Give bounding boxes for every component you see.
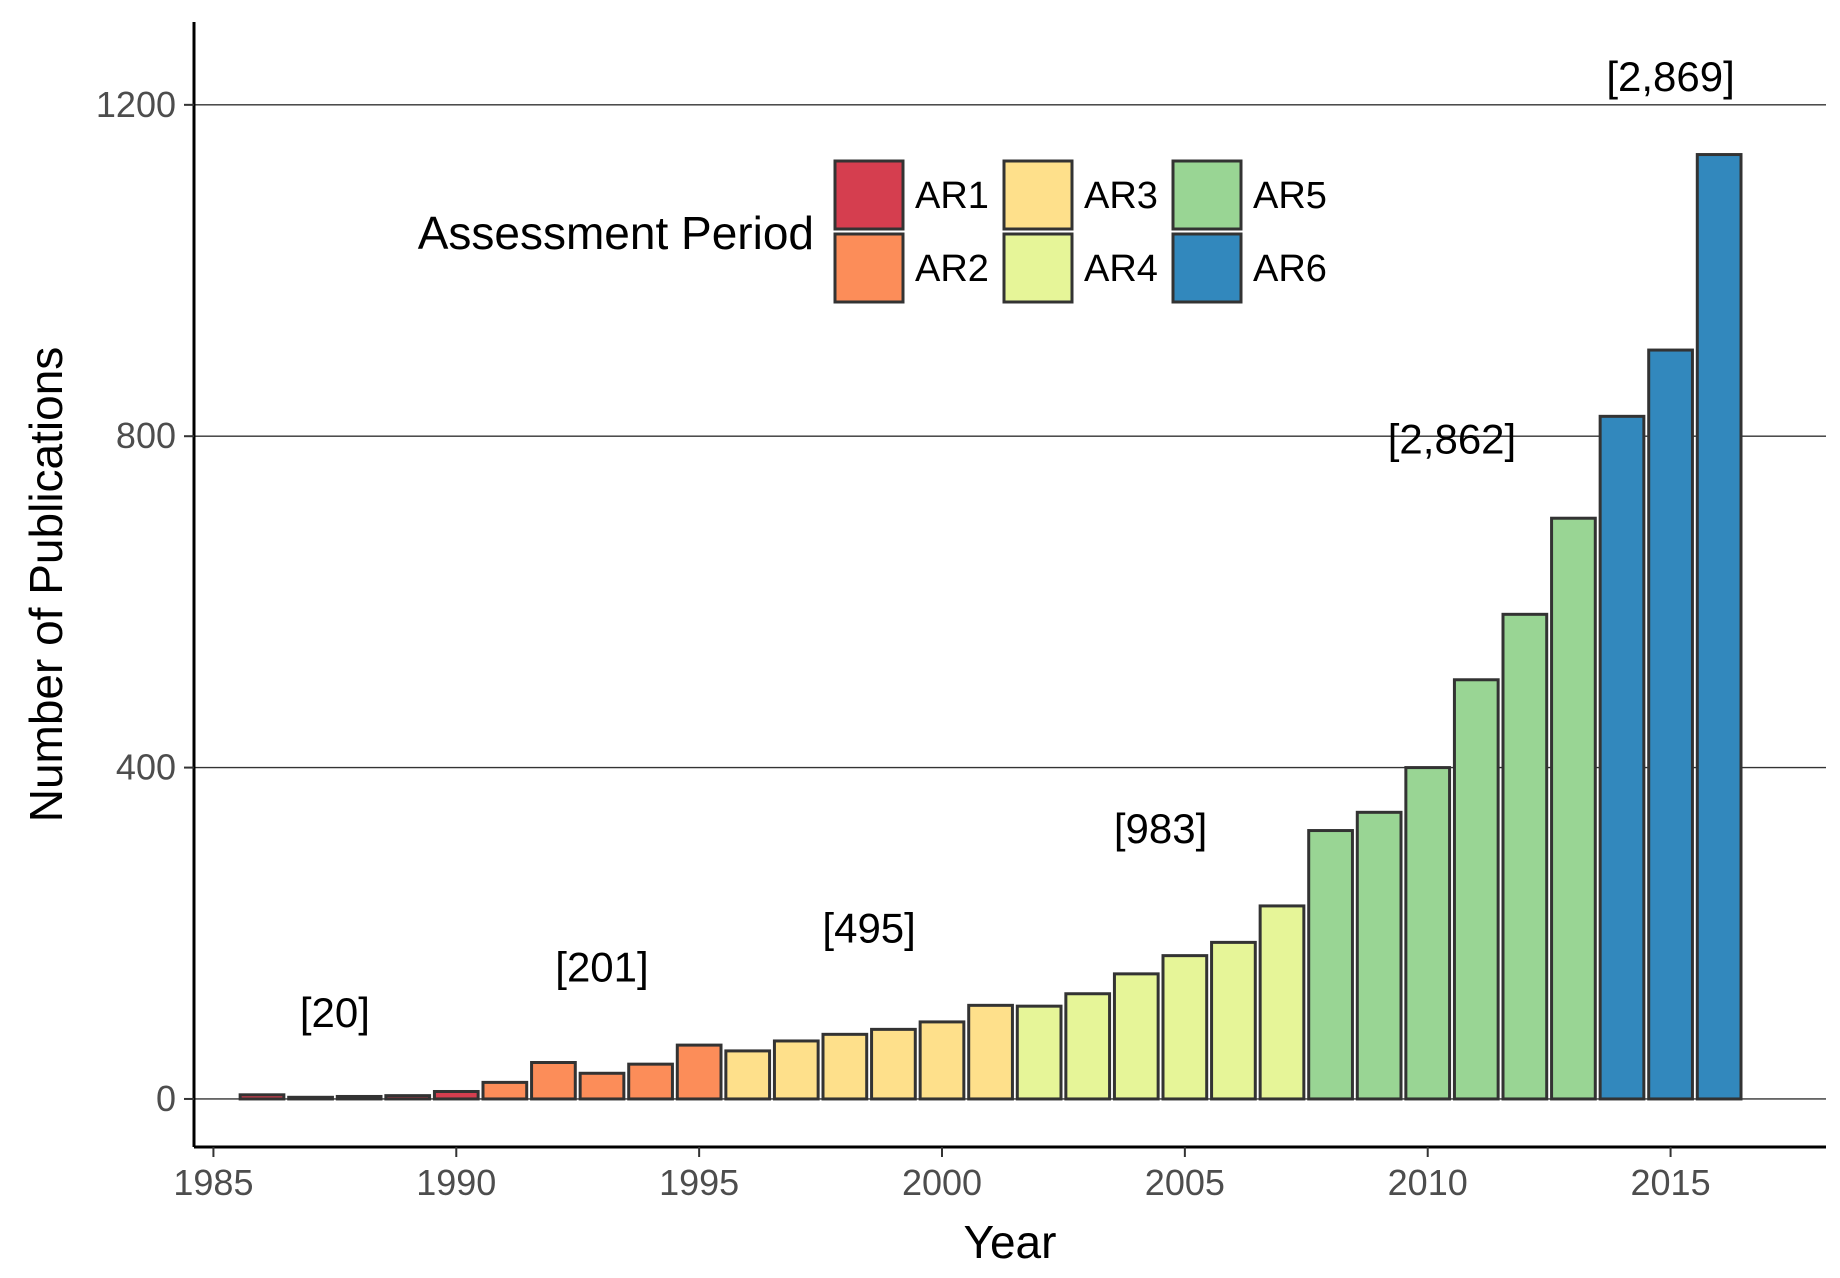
bar-1990 [432,1089,480,1101]
bar-1999 [870,1027,917,1101]
bar-1995 [675,1043,723,1101]
bar-1987 [287,1095,334,1101]
bar-1996 [724,1049,772,1101]
bar-1989 [384,1094,432,1101]
x-tick-label-5: 2010 [1388,1162,1468,1203]
bar-1991 [481,1080,529,1101]
legend-key-ar5 [1171,159,1243,231]
legend-key-ar4 [1002,232,1074,304]
legend-items: AR1 AR2 AR3 AR4 AR5 AR6 [833,159,1327,304]
x-tick-label-1: 1990 [416,1162,496,1203]
x-tick-label-3: 2000 [902,1162,982,1203]
legend: Assessment Period AR1 AR2 AR3 AR4 AR5 AR6 [418,159,1327,304]
axes [192,22,1826,1149]
legend-key-ar6 [1171,232,1243,304]
bar-1997 [772,1039,820,1101]
bar-1988 [335,1094,383,1101]
legend-label-ar2: AR2 [915,248,989,290]
bar-2012 [1501,612,1549,1101]
bar-2014 [1598,414,1646,1101]
bar-2010 [1404,766,1452,1101]
bar-2000 [918,1020,966,1101]
x-axis-title: Year [964,1216,1057,1268]
x-tick-label-6: 2015 [1631,1162,1711,1203]
bar-1992 [530,1061,577,1101]
bar-1993 [578,1071,626,1101]
x-tick-label-4: 2005 [1145,1162,1225,1203]
bar-2016 [1695,153,1743,1101]
annotation-5: [2,869] [1606,53,1734,100]
annotation-2: [495] [822,904,915,951]
legend-key-ar3 [1002,159,1074,231]
bar-2001 [967,1003,1014,1101]
y-tick-label-1: 400 [116,747,176,788]
y-axis-title: Number of Publications [20,347,72,823]
bar-2003 [1064,992,1112,1101]
legend-key-ar1 [833,159,905,231]
legend-label-ar3: AR3 [1084,175,1158,217]
y-tick-label-2: 800 [116,415,176,456]
bar-1994 [627,1062,674,1101]
annotation-3: [983] [1114,805,1207,852]
annotation-0: [20] [300,989,370,1036]
bar-1998 [821,1032,869,1101]
ticks: 0 400 800 1200 1985 1990 1995 2000 2005 2010 2015 [96,84,1711,1203]
bar-2005 [1161,954,1209,1101]
annotation-1: [201] [555,943,648,990]
legend-label-ar4: AR4 [1084,248,1158,290]
x-tick-label-0: 1985 [173,1162,253,1203]
bar-2002 [1015,1004,1063,1101]
bar-2013 [1550,516,1597,1101]
bar-2008 [1307,829,1354,1101]
legend-label-ar5: AR5 [1253,175,1327,217]
bar-2004 [1112,972,1160,1101]
x-tick-label-2: 1995 [659,1162,739,1203]
legend-label-ar6: AR6 [1253,248,1327,290]
bar-2007 [1258,904,1306,1101]
annotation-4: [2,862] [1388,416,1516,463]
bars [238,153,1743,1101]
y-tick-label-3: 1200 [96,84,176,125]
legend-key-ar2 [833,232,905,304]
legend-title: Assessment Period [418,207,814,259]
bar-1986 [238,1093,286,1101]
legend-label-ar1: AR1 [915,175,989,217]
y-tick-label-0: 0 [156,1078,176,1119]
bar-2009 [1355,810,1403,1101]
bar-2015 [1647,348,1694,1101]
bar-2011 [1452,678,1500,1101]
period-count-annotations: [20] [201] [495] [983] [2,862] [2,869] [300,53,1735,1036]
bar-2006 [1210,940,1257,1101]
